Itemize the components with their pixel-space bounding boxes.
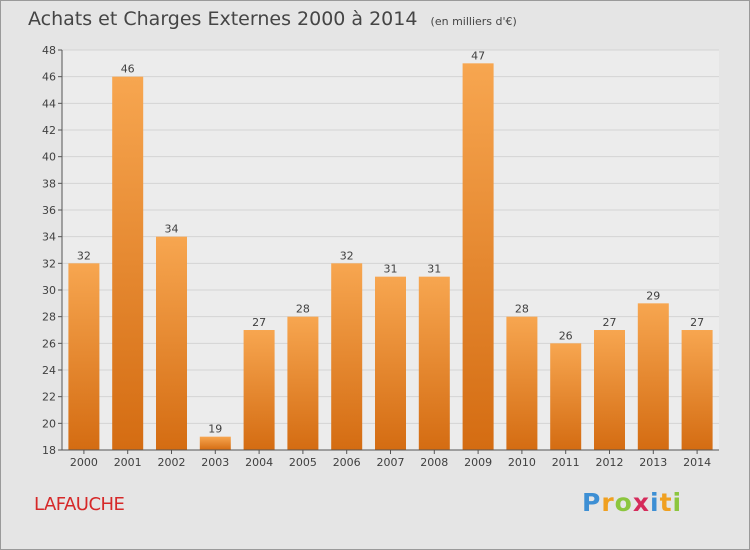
- y-tick-label: 24: [42, 364, 56, 377]
- title-row: Achats et Charges Externes 2000 à 2014 (…: [28, 8, 517, 30]
- x-axis-tick-labels: 2000 2001 2002 2003 2004 2005 2006 2007 2008 2009…: [70, 450, 711, 469]
- value-label-2004: 27: [252, 316, 266, 329]
- bar-2009: [462, 63, 494, 450]
- bar-2012: [594, 330, 625, 450]
- logo-letter: P: [582, 488, 602, 517]
- x-tick-label-2010: 2010: [508, 456, 536, 469]
- bar-2008: [418, 276, 450, 450]
- logo-letter: x: [632, 488, 650, 517]
- value-label-2002: 34: [165, 223, 179, 236]
- bar-2002: [156, 236, 187, 450]
- x-tick-label-2004: 2004: [245, 456, 273, 469]
- bar-2003: [199, 436, 231, 450]
- bar-2014: [681, 330, 713, 450]
- bars: [68, 63, 713, 451]
- bar-2006: [331, 263, 363, 450]
- y-tick-label: 22: [42, 391, 56, 404]
- x-tick-label-2011: 2011: [552, 456, 580, 469]
- x-tick-label-2005: 2005: [289, 456, 317, 469]
- logo-letter: i: [672, 488, 683, 517]
- x-tick-label-2001: 2001: [114, 456, 142, 469]
- x-tick-label-2003: 2003: [201, 456, 229, 469]
- chart-unit-note: (en milliers d'€): [430, 15, 517, 28]
- logo-letter: i: [650, 488, 660, 517]
- y-tick-label: 26: [42, 337, 56, 350]
- value-label-2013: 29: [646, 289, 660, 302]
- logo-letter: o: [614, 488, 633, 517]
- x-tick-label-2013: 2013: [639, 456, 667, 469]
- value-label-2001: 46: [121, 63, 135, 76]
- y-axis-tick-labels: 18 20 22 24 26 28 30 32 34 36 38 40 42 44 46 48: [42, 44, 62, 457]
- x-tick-label-2012: 2012: [596, 456, 624, 469]
- value-labels: 32 46 34 19 27 28 32 31 31 47 28 26 27 29 27: [77, 49, 704, 435]
- value-label-2011: 26: [559, 329, 573, 342]
- y-tick-label: 28: [42, 311, 56, 324]
- x-tick-label-2009: 2009: [464, 456, 492, 469]
- bar-2004: [243, 330, 275, 450]
- logo-letter: t: [659, 488, 673, 517]
- value-label-2007: 31: [384, 263, 398, 276]
- bar-2001: [112, 76, 144, 451]
- logo-letter: r: [601, 488, 615, 517]
- y-tick-label: 18: [42, 444, 56, 457]
- y-tick-label: 48: [42, 44, 56, 57]
- y-tick-label: 30: [42, 284, 56, 297]
- value-label-2008: 31: [427, 263, 441, 276]
- y-tick-label: 46: [42, 71, 56, 84]
- x-tick-label-2000: 2000: [70, 456, 98, 469]
- proxiti-logo: Proxiti: [582, 488, 682, 517]
- y-tick-label: 44: [42, 97, 56, 110]
- bar-2007: [375, 276, 406, 450]
- y-tick-label: 38: [42, 177, 56, 190]
- bar-2013: [637, 303, 669, 450]
- value-label-2005: 28: [296, 303, 310, 316]
- value-label-2009: 47: [471, 49, 485, 62]
- x-tick-label-2007: 2007: [377, 456, 405, 469]
- bar-2000: [68, 263, 100, 450]
- value-label-2012: 27: [603, 316, 617, 329]
- commune-name: LAFAUCHE: [34, 494, 125, 515]
- value-label-2000: 32: [77, 249, 91, 262]
- y-tick-label: 32: [42, 257, 56, 270]
- y-tick-label: 40: [42, 151, 56, 164]
- y-tick-label: 42: [42, 124, 56, 137]
- value-label-2014: 27: [690, 316, 704, 329]
- x-tick-label-2014: 2014: [683, 456, 711, 469]
- bar-2011: [550, 343, 582, 450]
- x-tick-label-2002: 2002: [158, 456, 186, 469]
- bar-2005: [287, 316, 319, 450]
- chart-title: Achats et Charges Externes 2000 à 2014: [28, 8, 418, 30]
- y-tick-label: 36: [42, 204, 56, 217]
- x-tick-label-2006: 2006: [333, 456, 361, 469]
- value-label-2003: 19: [208, 423, 222, 436]
- value-label-2006: 32: [340, 249, 354, 262]
- value-label-2010: 28: [515, 303, 529, 316]
- x-tick-label-2008: 2008: [420, 456, 448, 469]
- y-tick-label: 20: [42, 417, 56, 430]
- y-tick-label: 34: [42, 231, 56, 244]
- bar-2010: [506, 316, 538, 450]
